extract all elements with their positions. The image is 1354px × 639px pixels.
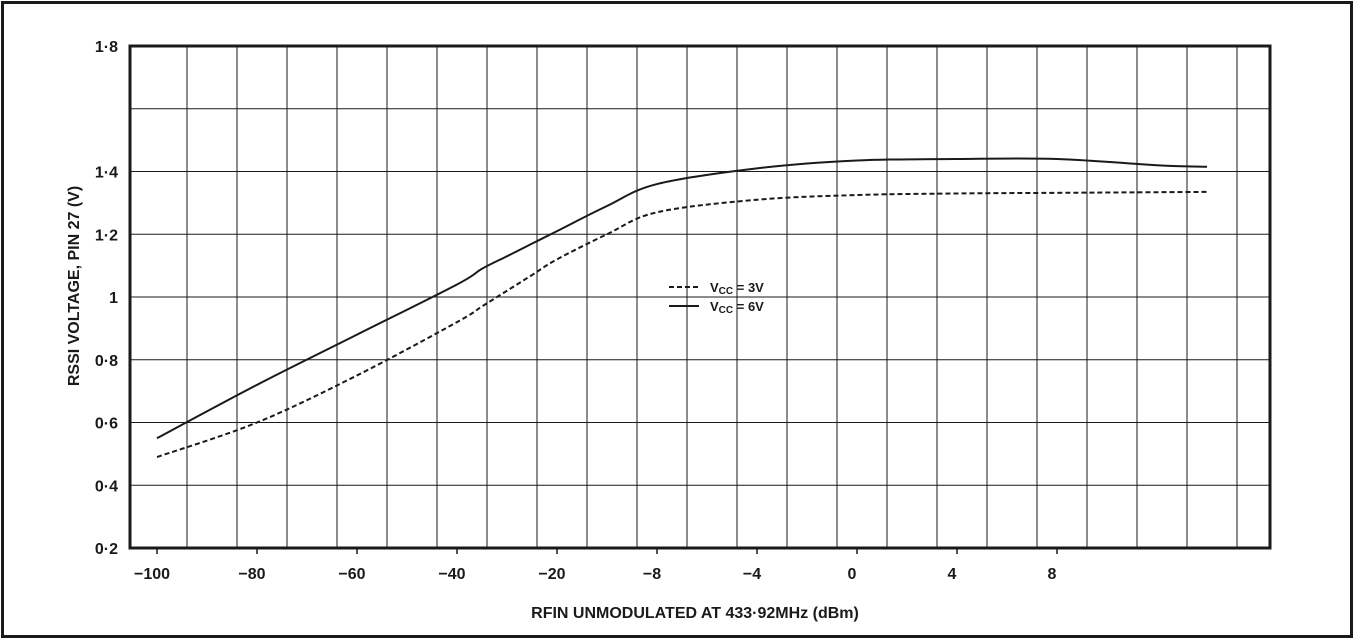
legend-label-6v: VCC = 6V <box>710 299 764 316</box>
y-tick-label: 0·6 <box>95 416 118 433</box>
y-tick-label: 0·4 <box>95 478 118 495</box>
x-tick-label: −4 <box>743 566 761 583</box>
y-tick-label: 1·2 <box>95 227 118 244</box>
series-line-vcc-3v <box>156 190 1208 458</box>
x-tick-label: −60 <box>338 566 365 583</box>
y-tick-labels: 0·2 0·4 0·6 0·8 1 1·2 1·4 1·8 <box>95 39 118 558</box>
x-axis-title: RFIN UNMODULATED AT 433·92MHz (dBm) <box>531 605 859 622</box>
series-line-vcc-6v <box>156 157 1208 440</box>
x-tick-labels: −100 −80 −60 −40 −20 −8 −4 0 4 8 <box>134 566 1057 583</box>
x-tick-label: −80 <box>238 566 265 583</box>
grid-lines <box>130 45 1270 554</box>
x-tick-label: −100 <box>134 566 170 583</box>
y-axis-title: RSSI VOLTAGE, PIN 27 (V) <box>66 186 83 386</box>
x-tick-label: 4 <box>948 566 957 583</box>
legend: VCC = 3V VCC = 6V <box>669 280 764 316</box>
y-tick-label: 1·4 <box>95 165 118 182</box>
plot-area-border <box>128 44 1272 550</box>
x-tick-label: 0 <box>848 566 857 583</box>
y-tick-label: 1 <box>109 290 118 307</box>
x-tick-label: −8 <box>643 566 661 583</box>
series-layer <box>156 157 1208 458</box>
y-tick-label: 0·8 <box>95 353 118 370</box>
y-tick-label: 0·2 <box>95 541 118 558</box>
legend-label-3v: VCC = 3V <box>710 280 764 297</box>
x-tick-label: −40 <box>438 566 465 583</box>
x-tick-label: 8 <box>1048 566 1057 583</box>
y-tick-label: 1·8 <box>95 39 118 56</box>
x-tick-label: −20 <box>538 566 565 583</box>
